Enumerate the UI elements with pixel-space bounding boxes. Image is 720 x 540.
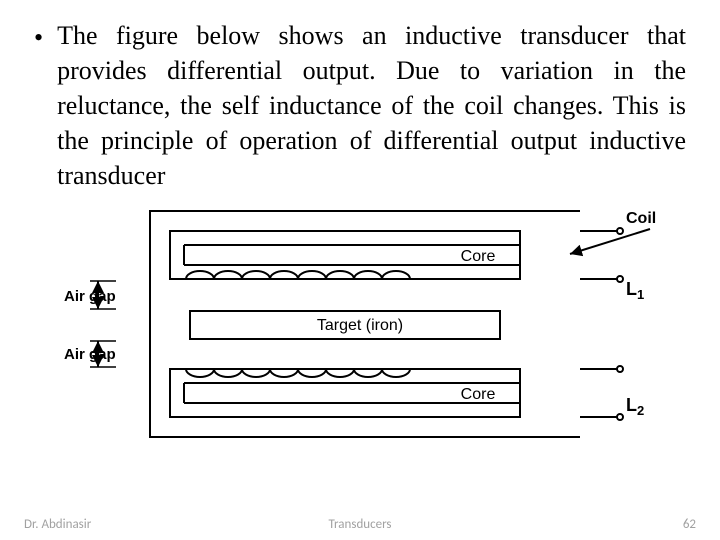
svg-text:Coil: Coil (626, 210, 656, 227)
slide: • The figure below shows an inductive tr… (0, 0, 720, 540)
footer-page-number: 62 (683, 517, 696, 532)
footer-title: Transducers (329, 517, 392, 532)
footer-author: Dr. Abdinasir (24, 517, 91, 532)
svg-text:Target (iron): Target (iron) (317, 317, 403, 334)
svg-text:Core: Core (461, 248, 496, 265)
bullet-item: • The figure below shows an inductive tr… (34, 18, 686, 193)
body-text: The figure below shows an inductive tran… (57, 18, 686, 193)
bullet-glyph: • (34, 20, 43, 55)
svg-text:Air gap: Air gap (64, 346, 116, 363)
transducer-figure: Core Core Target (iron) Coil L1 L2 Air gap Air … (34, 199, 686, 449)
svg-text:L2: L2 (626, 395, 644, 418)
svg-text:Air gap: Air gap (64, 288, 116, 305)
svg-text:Core: Core (461, 386, 496, 403)
slide-footer: Dr. Abdinasir Transducers 62 (0, 517, 720, 532)
svg-text:L1: L1 (626, 279, 644, 302)
transducer-svg: Core Core Target (iron) Coil L1 L2 Air gap Air … (60, 199, 660, 449)
